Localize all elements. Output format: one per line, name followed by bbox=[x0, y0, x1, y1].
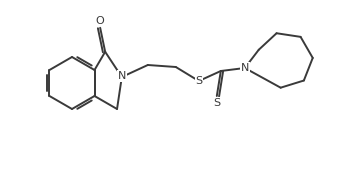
Text: S: S bbox=[195, 76, 202, 86]
Text: N: N bbox=[241, 63, 249, 73]
Text: S: S bbox=[213, 98, 220, 108]
Text: O: O bbox=[96, 16, 104, 26]
Text: N: N bbox=[118, 71, 126, 81]
